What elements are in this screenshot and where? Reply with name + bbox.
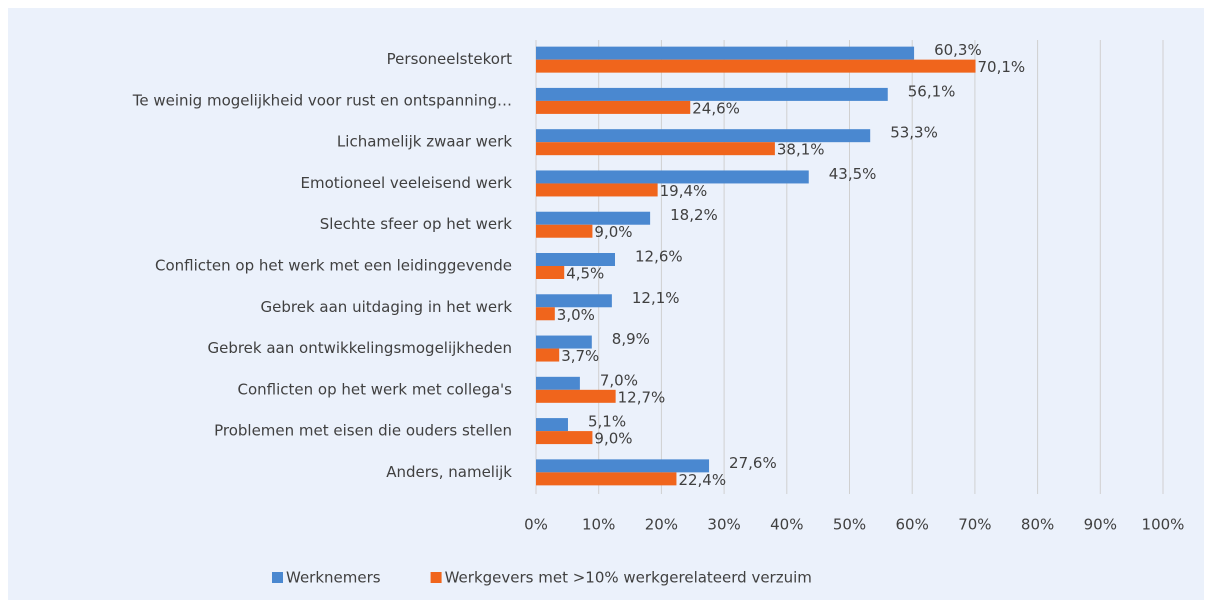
value-label: 18,2%: [670, 206, 718, 224]
bar: [536, 211, 651, 225]
bar: [536, 59, 976, 73]
value-label: 12,1%: [632, 289, 680, 307]
bar: [536, 183, 658, 197]
bar: [536, 431, 593, 445]
value-label: 24,6%: [692, 99, 740, 117]
value-label: 3,7%: [561, 347, 599, 365]
y-tick-label: Te weinig mogelijkheid voor rust en onts…: [132, 91, 512, 109]
bar: [536, 376, 580, 390]
bar: [536, 266, 565, 279]
y-tick-label: Gebrek aan ontwikkelingsmogelijkheden: [207, 339, 512, 357]
value-label: 19,4%: [660, 182, 708, 200]
x-tick-label: 60%: [896, 516, 929, 534]
x-tick-label: 70%: [958, 516, 991, 534]
y-tick-label: Problemen met eisen die ouders stellen: [214, 422, 512, 440]
value-label: 22,4%: [678, 471, 726, 489]
y-tick-label: Slechte sfeer op het werk: [320, 215, 513, 233]
value-label: 8,9%: [612, 330, 650, 348]
value-label: 70,1%: [978, 58, 1026, 76]
y-tick-label: Lichamelijk zwaar werk: [337, 133, 512, 151]
bar: [536, 389, 616, 403]
value-label: 12,6%: [635, 248, 683, 266]
legend-swatch: [430, 572, 442, 583]
value-label: 9,0%: [594, 430, 632, 448]
bar: [536, 294, 612, 308]
bar: [536, 100, 691, 114]
x-tick-label: 100%: [1142, 516, 1185, 534]
legend-label: Werknemers: [286, 569, 381, 587]
y-tick-label: Anders, namelijk: [386, 463, 512, 481]
y-tick-label: Personeelstekort: [387, 50, 512, 68]
legend-label: Werkgevers met >10% werkgerelateerd verz…: [445, 569, 812, 587]
value-label: 9,0%: [594, 223, 632, 241]
x-tick-label: 30%: [707, 516, 740, 534]
x-tick-label: 90%: [1084, 516, 1117, 534]
y-tick-label: Gebrek aan uitdaging in het werk: [261, 298, 513, 316]
bar: [536, 142, 775, 156]
value-label: 12,7%: [618, 388, 666, 406]
legend-swatch: [272, 572, 283, 583]
value-label: 53,3%: [890, 124, 938, 142]
value-label: 3,0%: [557, 306, 595, 324]
value-label: 60,3%: [934, 41, 982, 59]
bar: [536, 253, 616, 266]
bar: [536, 459, 710, 473]
value-label: 5,1%: [588, 413, 626, 431]
y-tick-label: Conflicten op het werk met een leidingge…: [155, 257, 512, 275]
bar: [536, 224, 593, 238]
y-tick-label: Emotioneel veeleisend werk: [301, 174, 513, 192]
bar: [536, 348, 560, 362]
value-label: 56,1%: [908, 82, 956, 100]
bar: [536, 170, 809, 184]
x-tick-label: 0%: [524, 516, 548, 534]
value-label: 43,5%: [829, 165, 877, 183]
bar: [536, 472, 677, 486]
x-tick-label: 40%: [770, 516, 803, 534]
value-label: 27,6%: [729, 454, 777, 472]
value-label: 7,0%: [600, 371, 638, 389]
bar: [536, 87, 888, 101]
bar: [536, 307, 555, 321]
x-tick-label: 20%: [645, 516, 678, 534]
bar: [536, 335, 592, 349]
bar: [536, 418, 568, 432]
value-label: 38,1%: [777, 141, 825, 159]
bar: [536, 129, 871, 143]
x-tick-label: 50%: [833, 516, 866, 534]
x-tick-label: 10%: [582, 516, 615, 534]
value-label: 4,5%: [566, 265, 604, 283]
bar: [536, 46, 915, 60]
y-tick-label: Conflicten op het werk met collega's: [237, 380, 512, 398]
x-tick-label: 80%: [1021, 516, 1054, 534]
